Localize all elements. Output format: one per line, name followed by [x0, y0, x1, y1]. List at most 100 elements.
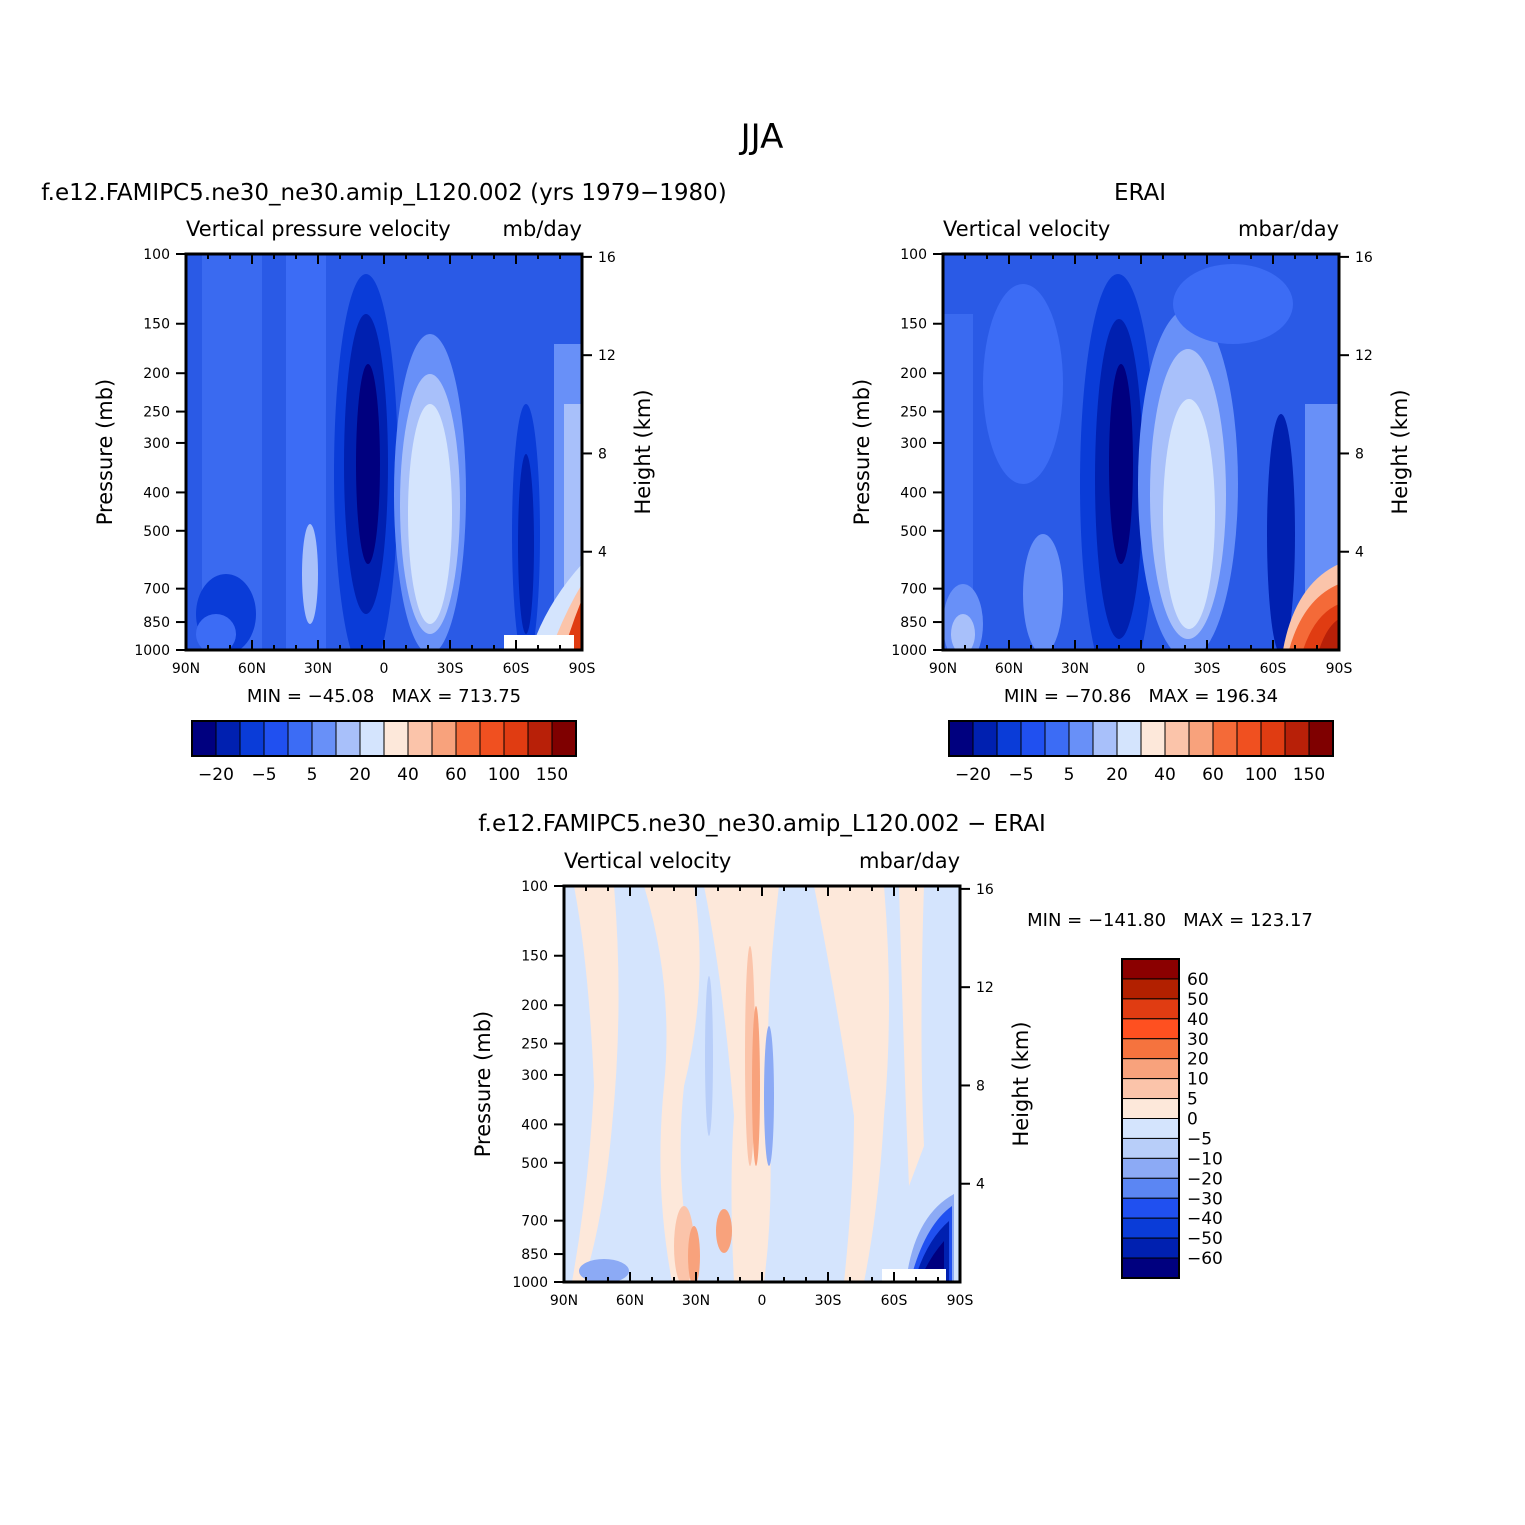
x-tick-label: 90S	[1326, 661, 1353, 677]
colorbar-swatch	[1260, 720, 1286, 757]
y-tick-label: 500	[143, 524, 170, 540]
colorbar-swatch	[996, 720, 1022, 757]
colorbar-swatch	[1284, 720, 1310, 757]
panel-diff: f.e12.FAMIPC5.ne30_ne30.amip_L120.002 − …	[471, 811, 1313, 1309]
colorbar-label: −20	[955, 765, 991, 785]
colorbar-label: −5	[251, 765, 276, 785]
panel-model-ylabel-right: Height (km)	[631, 389, 655, 514]
colorbar-label: 150	[536, 765, 568, 785]
colorbar-swatch	[1121, 1177, 1180, 1199]
y-tick-label: 400	[900, 485, 927, 501]
colorbar-swatch	[1121, 978, 1180, 1000]
right-tick-label: 16	[1355, 250, 1373, 266]
colorbar-label: 100	[1245, 765, 1277, 785]
panel-obs-right-ticks: 16 12 8 4	[1339, 250, 1373, 561]
colorbar-swatch	[311, 720, 337, 757]
panel-model: f.e12.FAMIPC5.ne30_ne30.amip_L120.002 (y…	[41, 180, 727, 785]
y-tick-label: 850	[521, 1247, 548, 1263]
colorbar-swatch	[239, 720, 265, 757]
colorbar-label: −5	[1008, 765, 1033, 785]
y-tick-label: 850	[900, 615, 927, 631]
colorbar-label: 5	[1064, 765, 1075, 785]
colorbar-swatch	[1121, 1098, 1180, 1119]
panel-diff-ylabel-right: Height (km)	[1009, 1021, 1033, 1146]
colorbar-swatch	[407, 720, 433, 757]
colorbar-swatch	[1236, 720, 1262, 757]
y-tick-label: 150	[900, 317, 927, 333]
colorbar-swatch	[1164, 720, 1190, 757]
right-tick-label: 16	[976, 882, 994, 898]
colorbar-label: 40	[1187, 1010, 1209, 1030]
colorbar-label: 60	[445, 765, 467, 785]
y-tick-label: 400	[521, 1117, 548, 1133]
y-tick-label: 300	[521, 1068, 548, 1084]
colorbar-label: 30	[1187, 1030, 1209, 1050]
panel-obs-plot	[943, 254, 1339, 650]
right-tick-label: 8	[1355, 446, 1364, 462]
panel-model-colorbar: −20 −5 5 20 40 60 100 150	[191, 720, 577, 785]
panel-diff-y-ticks: 100 150 200 250 300 400 500 700 850 1000	[512, 879, 564, 1291]
colorbar-label: 40	[397, 765, 419, 785]
colorbar-swatch	[287, 720, 313, 757]
colorbar-swatch	[1121, 1197, 1180, 1219]
panel-diff-stats: MIN = −141.80 MAX = 123.17	[1027, 910, 1313, 931]
colorbar-label: 50	[1187, 990, 1209, 1010]
x-tick-label: 60S	[503, 661, 530, 677]
colorbar-swatch	[551, 720, 577, 757]
panel-obs-title: ERAI	[1114, 180, 1166, 206]
colorbar-swatch	[972, 720, 998, 757]
y-tick-label: 300	[900, 436, 927, 452]
colorbar-label: 40	[1154, 765, 1176, 785]
colorbar-label: −50	[1187, 1229, 1223, 1249]
plot-frame	[562, 884, 962, 1284]
colorbar-swatch	[1308, 720, 1334, 757]
x-tick-label: 60N	[995, 661, 1023, 677]
colorbar-label: −30	[1187, 1189, 1223, 1209]
panel-obs-left-label: Vertical velocity	[943, 217, 1110, 241]
colorbar-label: −60	[1187, 1249, 1223, 1269]
x-tick-label: 60S	[881, 1293, 908, 1309]
panel-obs-ylabel-right: Height (km)	[1388, 389, 1412, 514]
panel-obs-colorbar: −20 −5 5 20 40 60 100 150	[948, 720, 1334, 785]
colorbar-label: 0	[1187, 1110, 1198, 1130]
colorbar-label: 10	[1187, 1070, 1209, 1090]
x-tick-label: 60N	[238, 661, 266, 677]
colorbar-swatch	[1121, 1157, 1180, 1179]
right-tick-label: 12	[976, 980, 994, 996]
y-tick-label: 150	[521, 949, 548, 965]
colorbar-label: 20	[1187, 1050, 1209, 1070]
right-tick-label: 4	[976, 1177, 985, 1193]
y-tick-label: 100	[143, 247, 170, 263]
x-tick-label: 30N	[304, 661, 332, 677]
colorbar-swatch	[948, 720, 974, 757]
y-tick-label: 850	[143, 615, 170, 631]
panel-model-title: f.e12.FAMIPC5.ne30_ne30.amip_L120.002 (y…	[41, 180, 727, 206]
y-tick-label: 1000	[512, 1275, 548, 1291]
x-tick-label: 90N	[550, 1293, 578, 1309]
colorbar-label: −20	[1187, 1169, 1223, 1189]
colorbar-swatch	[431, 720, 457, 757]
plot-frame	[184, 252, 584, 652]
x-tick-label: 90S	[947, 1293, 974, 1309]
colorbar-swatch	[1092, 720, 1118, 757]
colorbar-label: 5	[307, 765, 318, 785]
y-tick-label: 250	[143, 405, 170, 421]
colorbar-swatch	[359, 720, 385, 757]
colorbar-swatch	[455, 720, 481, 757]
y-tick-label: 150	[143, 317, 170, 333]
y-tick-label: 300	[143, 436, 170, 452]
panel-diff-left-label: Vertical velocity	[564, 849, 731, 873]
x-tick-label: 90S	[569, 661, 596, 677]
x-tick-label: 30S	[437, 661, 464, 677]
y-tick-label: 100	[900, 247, 927, 263]
y-tick-label: 700	[900, 582, 927, 598]
right-tick-label: 4	[598, 545, 607, 561]
colorbar-swatch	[215, 720, 241, 757]
colorbar-frame	[191, 720, 577, 757]
y-tick-label: 200	[143, 366, 170, 382]
x-tick-label: 0	[380, 661, 389, 677]
right-tick-label: 4	[1355, 545, 1364, 561]
y-tick-label: 700	[143, 582, 170, 598]
colorbar-label: −10	[1187, 1149, 1223, 1169]
panel-model-ylabel: Pressure (mb)	[93, 379, 117, 526]
